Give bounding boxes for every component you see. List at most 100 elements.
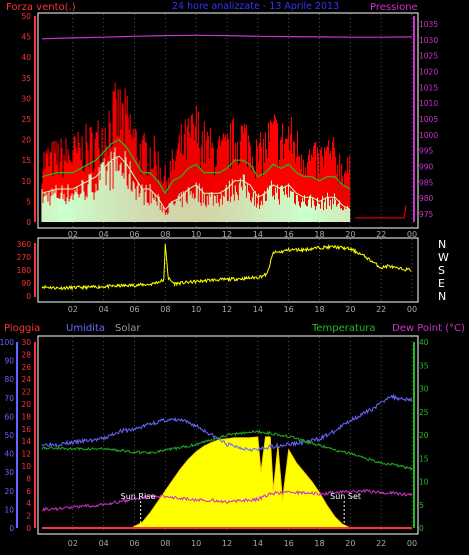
y-tick-label: 1010: [419, 99, 438, 108]
x-tick-label: 02: [68, 539, 78, 548]
x-tick-label: 20: [345, 539, 355, 548]
pressure-axis-label: Pressione: [370, 2, 418, 13]
y-tick-label: 90: [4, 357, 14, 366]
x-tick-label: 04: [99, 230, 109, 239]
dewpoint-line: [41, 488, 413, 512]
y-tick-label: 80: [4, 375, 14, 384]
wind-bars: [41, 82, 407, 222]
y-tick-label: 1035: [419, 20, 438, 29]
x-tick-label: 10: [191, 230, 201, 239]
x-tick-label: 16: [284, 230, 294, 239]
y-tick-label: 16: [21, 425, 31, 434]
y-tick-label: 30: [4, 468, 14, 477]
y-tick-label: 10: [419, 478, 429, 487]
y-tick-label: 6: [26, 487, 31, 496]
y-tick-label: 18: [21, 412, 31, 421]
x-tick-label: 22: [376, 230, 386, 239]
y-tick-label: 100: [0, 338, 14, 347]
y-tick-label: 0: [9, 524, 14, 533]
y-tick-label: 10: [21, 177, 31, 186]
sunrise-label: Sun Rise: [121, 492, 156, 501]
wind-plot-frame: [37, 12, 419, 229]
x-tick-label: 18: [314, 539, 324, 548]
x-tick-label: 06: [129, 230, 139, 239]
direction-trace: [41, 243, 412, 291]
temp-lines: [41, 393, 413, 512]
y-tick-label: 40: [21, 53, 31, 62]
y-tick-label: 90: [21, 279, 31, 288]
temp-plot-frame: [37, 335, 419, 535]
y-tick-label: 24: [21, 375, 31, 384]
y-tick-label: 40: [419, 338, 429, 347]
x-tick-label: 02: [68, 230, 78, 239]
solar-area: [42, 436, 412, 529]
y-tick-label: 10: [21, 462, 31, 471]
x-tick-label: 12: [222, 305, 232, 314]
x-tick-label: 22: [376, 539, 386, 548]
wind-pressure-panel: Forza vento(.) 24 hore analizzate - 13 A…: [6, 1, 438, 239]
y-tick-label: 30: [21, 338, 31, 347]
wind-speed-axis-label: Forza vento(.): [6, 2, 76, 13]
x-tick-label: 16: [284, 305, 294, 314]
y-tick-label: 50: [4, 431, 14, 440]
x-tick-label: 10: [191, 305, 201, 314]
y-tick-label: 1000: [419, 131, 438, 140]
y-tick-label: 20: [21, 400, 31, 409]
y-tick-label: 0: [26, 218, 31, 227]
sunset-label: Sun Set: [330, 492, 361, 501]
y-tick-label: 10: [4, 505, 14, 514]
x-tick-label: 14: [253, 230, 263, 239]
y-tick-label: 0: [26, 292, 31, 301]
direction-x-tick-labels: 02 04 06 08 10 12 14 16 18 20 22 00: [68, 305, 417, 314]
cardinal-label: N: [438, 290, 446, 303]
y-tick-label: 50: [21, 12, 31, 21]
y-tick-label: 30: [419, 385, 429, 394]
y-tick-label: 2: [26, 512, 31, 521]
solar-radiation-area: [131, 436, 351, 529]
y-tick-label: 25: [419, 408, 429, 417]
y-tick-label: 4: [26, 499, 31, 508]
y-tick-label: 60: [4, 412, 14, 421]
temperature-line: [41, 429, 413, 472]
sun-annotations: Sun Rise Sun Set: [121, 492, 361, 528]
cardinal-label: W: [438, 251, 449, 264]
y-tick-label: 28: [21, 350, 31, 359]
y-tick-label: 980: [419, 194, 434, 203]
x-tick-label: 18: [314, 230, 324, 239]
y-tick-label: 1005: [419, 115, 438, 124]
pressure-y-tick-labels: 975 980 985 990 995 1000 1005 1010 1015 1020 1025 1…: [419, 20, 438, 219]
y-tick-label: 180: [17, 266, 32, 275]
y-tick-label: 5: [26, 197, 31, 206]
x-tick-label: 00: [407, 305, 417, 314]
direction-x-gridlines: [72, 239, 413, 301]
cardinal-label: N: [438, 238, 446, 251]
y-tick-label: 270: [17, 253, 32, 262]
y-tick-label: 0: [419, 524, 424, 533]
y-tick-label: 40: [4, 450, 14, 459]
humidity-y-tick-labels: 0 10 20 30 40 50 60 70 80 90 100: [0, 338, 14, 533]
x-tick-label: 22: [376, 305, 386, 314]
x-tick-label: 08: [160, 305, 170, 314]
y-tick-label: 5: [419, 501, 424, 510]
x-tick-label: 00: [407, 230, 417, 239]
x-tick-label: 08: [160, 539, 170, 548]
y-tick-label: 45: [21, 33, 31, 42]
x-tick-label: 16: [284, 539, 294, 548]
y-tick-label: 995: [419, 147, 434, 156]
y-tick-label: 25: [21, 115, 31, 124]
y-tick-label: 30: [21, 94, 31, 103]
temperature-axis-label: Temperatura: [311, 323, 376, 334]
cardinal-label: S: [438, 264, 445, 277]
x-tick-label: 10: [191, 539, 201, 548]
x-tick-label: 18: [314, 305, 324, 314]
y-tick-label: 20: [21, 136, 31, 145]
x-tick-label: 12: [222, 230, 232, 239]
y-tick-label: 8: [26, 474, 31, 483]
y-tick-label: 14: [21, 437, 31, 446]
y-tick-label: 20: [419, 431, 429, 440]
gust-bar: [403, 205, 407, 218]
dewpoint-axis-label: Dew Point (°C): [392, 323, 465, 334]
